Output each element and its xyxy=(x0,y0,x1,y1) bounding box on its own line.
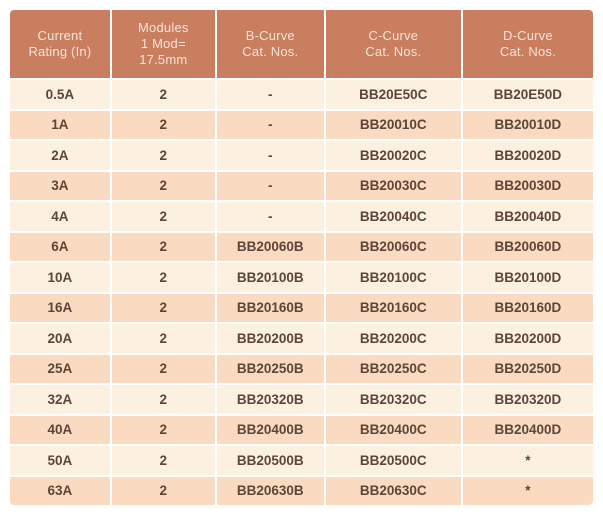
cell-current-rating: 0.5A xyxy=(10,78,112,111)
cell-b-curve: BB20060B xyxy=(214,230,326,263)
cell-d-curve: BB20160D xyxy=(460,291,593,324)
cell-modules: 2 xyxy=(109,261,217,294)
cell-c-curve: BB20630C xyxy=(323,474,463,505)
cell-b-curve: BB20400B xyxy=(214,413,326,446)
column-header-d-curve: D-Curve Cat. Nos. xyxy=(460,10,593,80)
cell-c-curve: BB20500C xyxy=(323,444,463,477)
cell-c-curve: BB20250C xyxy=(323,352,463,385)
table-row: 2A 2- BB20020C BB20020D xyxy=(10,139,593,172)
cell-current-rating: 25A xyxy=(10,352,112,385)
cell-c-curve: BB20200C xyxy=(323,322,463,355)
cell-c-curve: BB20160C xyxy=(323,291,463,324)
table-row: 0.5A 2- BB20E50C BB20E50D xyxy=(10,78,593,111)
cell-d-curve: * xyxy=(460,444,593,477)
cell-modules: 2 xyxy=(109,200,217,233)
cell-current-rating: 1A xyxy=(10,108,112,141)
cell-b-curve: BB20100B xyxy=(214,261,326,294)
cell-c-curve: BB20E50C xyxy=(323,78,463,111)
cell-modules: 2 xyxy=(109,78,217,111)
cell-b-curve: BB20500B xyxy=(214,444,326,477)
catalog-table: Current Rating (In) Modules 1 Mod= 17.5mm B-C… xyxy=(10,10,593,505)
cell-d-curve: BB20200D xyxy=(460,322,593,355)
cell-c-curve: BB20060C xyxy=(323,230,463,263)
cell-b-curve: BB20250B xyxy=(214,352,326,385)
cell-current-rating: 63A xyxy=(10,474,112,505)
table-row: 3A 2- BB20030C BB20030D xyxy=(10,169,593,202)
column-header-modules: Modules 1 Mod= 17.5mm xyxy=(109,10,217,80)
cell-modules: 2 xyxy=(109,352,217,385)
cell-current-rating: 6A xyxy=(10,230,112,263)
cell-modules: 2 xyxy=(109,108,217,141)
cell-modules: 2 xyxy=(109,444,217,477)
table-row: 4A 2- BB20040C BB20040D xyxy=(10,200,593,233)
cell-current-rating: 20A xyxy=(10,322,112,355)
table-row: 10A 2 BB20100B BB20100C BB20100D xyxy=(10,261,593,294)
cell-c-curve: BB20030C xyxy=(323,169,463,202)
cell-b-curve: - xyxy=(214,139,326,172)
cell-d-curve: BB20010D xyxy=(460,108,593,141)
cell-modules: 2 xyxy=(109,230,217,263)
cell-current-rating: 2A xyxy=(10,139,112,172)
table-body: 0.5A 2- BB20E50C BB20E50D 1A 2- BB20010C BB2001… xyxy=(10,78,593,505)
cell-c-curve: BB20020C xyxy=(323,139,463,172)
cell-modules: 2 xyxy=(109,139,217,172)
cell-c-curve: BB20040C xyxy=(323,200,463,233)
cell-b-curve: - xyxy=(214,108,326,141)
cell-d-curve: BB20100D xyxy=(460,261,593,294)
cell-current-rating: 10A xyxy=(10,261,112,294)
cell-b-curve: BB20320B xyxy=(214,383,326,416)
column-header-c-curve: C-Curve Cat. Nos. xyxy=(323,10,463,80)
cell-d-curve: BB20E50D xyxy=(460,78,593,111)
table-row: 6A 2 BB20060B BB20060C BB20060D xyxy=(10,230,593,263)
table-row: 20A 2 BB20200B BB20200C BB20200D xyxy=(10,322,593,355)
cell-d-curve: BB20250D xyxy=(460,352,593,385)
table-row: 32A 2 BB20320B BB20320C BB20320D xyxy=(10,383,593,416)
cell-c-curve: BB20400C xyxy=(323,413,463,446)
cell-d-curve: BB20040D xyxy=(460,200,593,233)
cell-current-rating: 16A xyxy=(10,291,112,324)
cell-d-curve: BB20320D xyxy=(460,383,593,416)
column-header-current-rating: Current Rating (In) xyxy=(10,10,112,80)
header-row: Current Rating (In) Modules 1 Mod= 17.5mm B-C… xyxy=(10,10,593,80)
cell-b-curve: BB20160B xyxy=(214,291,326,324)
cell-d-curve: BB20020D xyxy=(460,139,593,172)
cell-current-rating: 40A xyxy=(10,413,112,446)
cell-c-curve: BB20100C xyxy=(323,261,463,294)
cell-current-rating: 32A xyxy=(10,383,112,416)
table-header: Current Rating (In) Modules 1 Mod= 17.5mm B-C… xyxy=(10,10,593,80)
cell-b-curve: - xyxy=(214,78,326,111)
table-row: 1A 2- BB20010C BB20010D xyxy=(10,108,593,141)
cell-modules: 2 xyxy=(109,322,217,355)
catalog-table-container: Current Rating (In) Modules 1 Mod= 17.5mm B-C… xyxy=(10,10,593,505)
table-row: 63A 2 BB20630B BB20630C * xyxy=(10,474,593,505)
table-row: 50A 2 BB20500B BB20500C * xyxy=(10,444,593,477)
cell-modules: 2 xyxy=(109,383,217,416)
cell-d-curve: * xyxy=(460,474,593,505)
cell-modules: 2 xyxy=(109,169,217,202)
cell-b-curve: - xyxy=(214,200,326,233)
cell-modules: 2 xyxy=(109,474,217,505)
cell-d-curve: BB20400D xyxy=(460,413,593,446)
table-row: 40A 2 BB20400B BB20400C BB20400D xyxy=(10,413,593,446)
cell-d-curve: BB20060D xyxy=(460,230,593,263)
cell-c-curve: BB20010C xyxy=(323,108,463,141)
cell-modules: 2 xyxy=(109,413,217,446)
table-row: 16A 2 BB20160B BB20160C BB20160D xyxy=(10,291,593,324)
cell-current-rating: 50A xyxy=(10,444,112,477)
cell-d-curve: BB20030D xyxy=(460,169,593,202)
column-header-b-curve: B-Curve Cat. Nos. xyxy=(214,10,326,80)
cell-modules: 2 xyxy=(109,291,217,324)
cell-c-curve: BB20320C xyxy=(323,383,463,416)
cell-current-rating: 4A xyxy=(10,200,112,233)
table-row: 25A 2 BB20250B BB20250C BB20250D xyxy=(10,352,593,385)
cell-b-curve: BB20630B xyxy=(214,474,326,505)
cell-current-rating: 3A xyxy=(10,169,112,202)
cell-b-curve: - xyxy=(214,169,326,202)
cell-b-curve: BB20200B xyxy=(214,322,326,355)
